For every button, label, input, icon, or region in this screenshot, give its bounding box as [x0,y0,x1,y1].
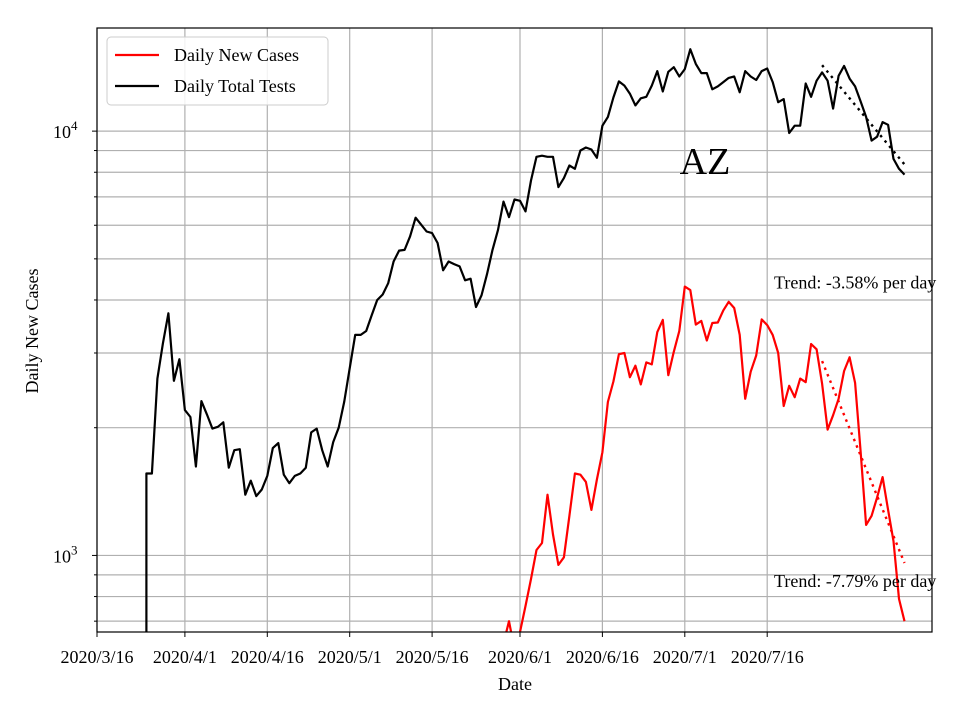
legend-box [106,36,329,106]
trend-line-daily-total-tests [821,64,906,166]
x-axis: 2020/3/16 2020/4/1 2020/4/16 2020/5/1 2020/5… [60,632,804,667]
x-tick-label: 2020/6/1 [488,647,552,667]
x-tick-label: 2020/7/1 [653,647,717,667]
plot-area [145,48,906,632]
y-axis-label: Daily New Cases [22,269,42,394]
x-tick-label: 2020/5/1 [318,647,382,667]
trend-label: Trend: -7.79% per day [774,571,936,591]
x-axis-label: Date [498,674,532,694]
x-tick-label: 2020/4/16 [231,647,304,667]
x-tick-label: 2020/7/16 [731,647,804,667]
trend-labels: Trend: -3.58% per day Trend: -7.79% per d… [774,272,936,591]
plot-frame [96,27,933,633]
legend-label-daily-new-cases: Daily New Cases [174,45,299,65]
x-tick-label: 2020/5/16 [396,647,469,667]
x-tick-label: 2020/4/1 [153,647,217,667]
trend-label: Trend: -3.58% per day [774,272,936,292]
y-tick-label: 103 [53,542,78,566]
legend: Daily New Cases Daily Total Tests [106,36,329,106]
legend-label-daily-total-tests: Daily Total Tests [174,76,296,96]
trend-line-daily-new-cases [820,360,906,564]
y-axis: 103 104 [53,118,97,622]
grid-lines [96,28,932,632]
state-annotation: AZ [680,141,731,183]
x-tick-label: 2020/3/16 [60,647,133,667]
x-tick-label: 2020/6/16 [566,647,639,667]
series-line-daily-total-tests [145,48,906,632]
series-line-daily-new-cases [505,285,906,632]
y-tick-label: 104 [53,118,78,142]
